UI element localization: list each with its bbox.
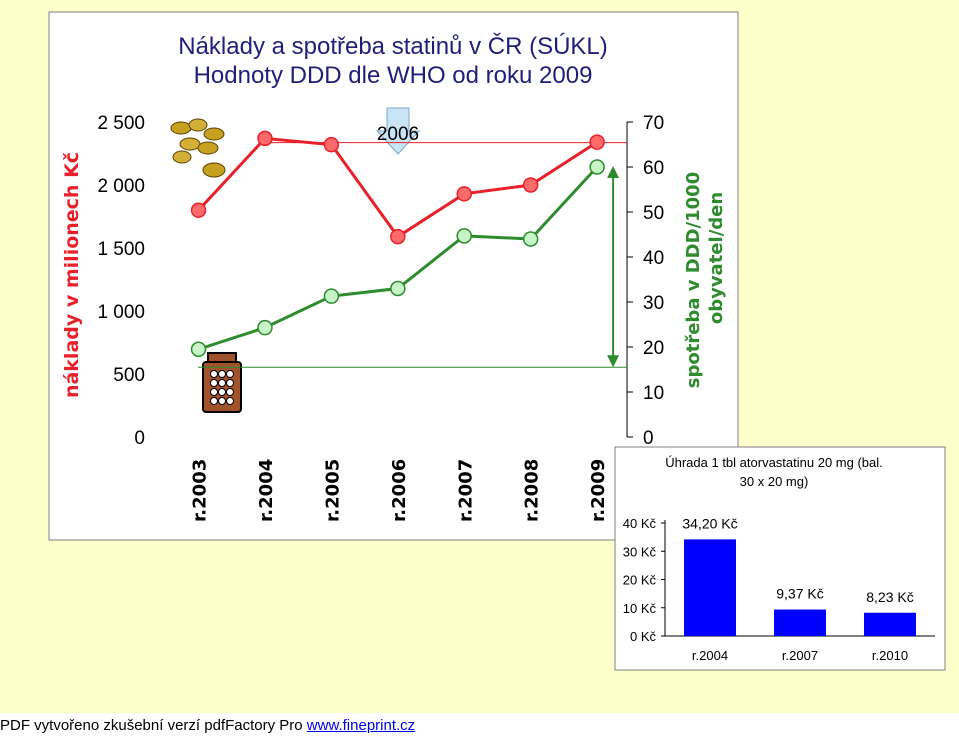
y-tick-label: 1 000: [97, 302, 145, 323]
cost-point: [390, 228, 406, 245]
bar-chart-title-line2: 30 x 20 mg): [740, 474, 809, 489]
consumption-point: [589, 159, 605, 175]
consumption-point: [456, 228, 472, 244]
arrow-down-head-icon: [607, 355, 620, 368]
chart-title: Náklady a spotřeba statinů v ČR (SÚKL): [178, 32, 608, 60]
chart-subtitle: Hodnoty DDD dle WHO od roku 2009: [194, 62, 593, 89]
pdf-footer: PDF vytvořeno zkušební verzí pdfFactory …: [0, 713, 959, 738]
y-axis-title: náklady v milionech Kč: [61, 152, 83, 398]
x-tick-label: r.2003: [190, 459, 211, 522]
consumption-point: [190, 341, 207, 357]
x-tick-label: r.2009: [588, 459, 609, 522]
bar: [684, 539, 736, 636]
x-tick-label: r.2004: [256, 459, 277, 522]
y-tick-label: 1 500: [97, 239, 145, 260]
y2-tick-label: 20: [643, 338, 664, 359]
y2-tick-label: 0: [643, 428, 654, 449]
cost-point: [323, 136, 340, 153]
bar-y-tick-label: 40 Kč: [623, 516, 657, 531]
year-2006-annotation: 2006: [377, 124, 419, 145]
bar: [864, 612, 916, 636]
y2-tick-label: 40: [643, 248, 664, 269]
bar-y-tick-label: 0 Kč: [630, 629, 657, 644]
y2-tick-label: 70: [643, 113, 664, 134]
bar-y-tick-label: 30 Kč: [623, 544, 657, 559]
y2-axis-title-line2: obyvatel/den: [706, 192, 727, 324]
coins-icon: [170, 118, 226, 178]
y2-axis-title-line1: spotřeba v DDD/1000: [683, 172, 704, 388]
consumption-point: [323, 288, 340, 304]
footer-text: PDF vytvořeno zkušební verzí pdfFactory …: [0, 717, 307, 734]
fineprint-link[interactable]: www.fineprint.cz: [306, 717, 416, 734]
y2-tick-label: 60: [643, 158, 664, 179]
bar-y-tick-label: 20 Kč: [623, 573, 657, 588]
arrow-up-head-icon: [607, 166, 620, 178]
bar-value-label: 9,37 Kč: [776, 586, 823, 602]
x-tick-label: r.2007: [455, 459, 476, 522]
consumption-point: [522, 231, 539, 247]
consumption-point: [390, 280, 406, 297]
cost-point: [456, 186, 472, 202]
bar-value-label: 8,23 Kč: [866, 589, 913, 605]
cost-point: [257, 130, 273, 147]
y-tick-label: 0: [134, 428, 145, 449]
bar-category-label: r.2010: [872, 648, 908, 663]
bar-category-label: r.2007: [782, 648, 818, 663]
bar-value-label: 34,20 Kč: [682, 515, 737, 531]
consumption-point: [257, 319, 273, 336]
y-tick-label: 2 500: [97, 113, 145, 134]
x-tick-label: r.2006: [389, 459, 410, 522]
y-tick-label: 500: [113, 365, 145, 386]
pill-bottle-icon: [202, 352, 242, 413]
y2-tick-label: 30: [643, 293, 664, 314]
y2-tick-label: 10: [643, 383, 664, 404]
bar-category-label: r.2004: [692, 648, 728, 663]
bar-chart-title-line1: Úhrada 1 tbl atorvastatinu 20 mg (bal.: [665, 455, 883, 470]
bar-y-tick-label: 10 Kč: [623, 601, 657, 616]
cost-point: [522, 177, 539, 193]
cost-point: [589, 134, 605, 150]
bar: [774, 609, 826, 636]
y-tick-label: 2 000: [97, 176, 145, 197]
cost-point: [190, 202, 207, 218]
x-tick-label: r.2008: [522, 459, 543, 522]
x-tick-label: r.2005: [322, 459, 343, 522]
y2-tick-label: 50: [643, 203, 664, 224]
